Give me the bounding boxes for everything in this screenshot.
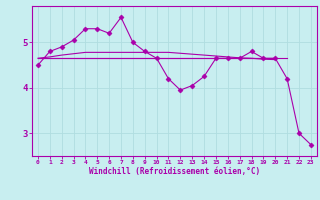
X-axis label: Windchill (Refroidissement éolien,°C): Windchill (Refroidissement éolien,°C)	[89, 167, 260, 176]
